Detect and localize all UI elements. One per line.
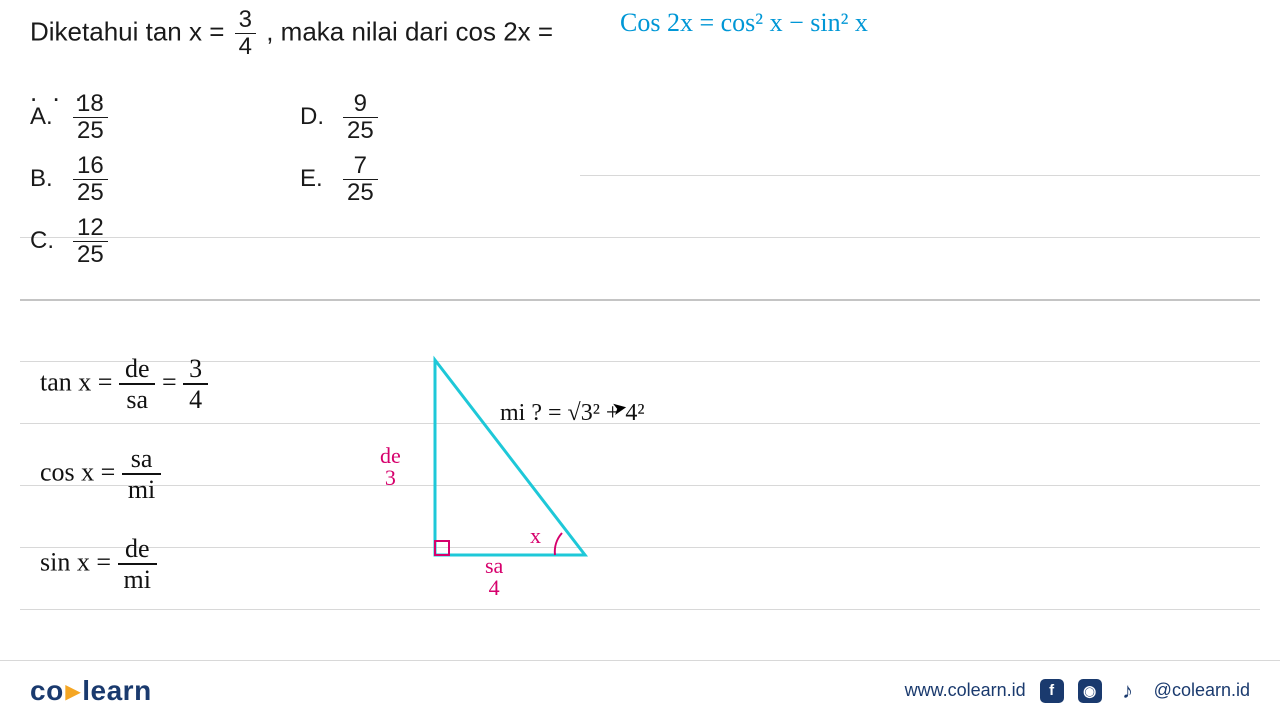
tan-frac2-num: 3 [183, 355, 208, 385]
facebook-icon: f [1040, 679, 1064, 703]
footer-url: www.colearn.id [905, 680, 1026, 701]
handwritten-formula-cos2x: Cos 2x = cos² x − sin² x [620, 8, 868, 38]
cos-num: sa [122, 445, 161, 475]
label-de: de 3 [380, 445, 401, 489]
right-angle-marker [435, 541, 449, 555]
cos-lhs: cos x = [40, 457, 115, 486]
cos-frac: sa mi [122, 445, 161, 504]
problem-statement: Diketahui tan x = 3 4 , maka nilai dari … [30, 8, 553, 108]
sin-num: de [118, 535, 157, 565]
colearn-logo: co▸learn [30, 674, 152, 707]
options-column-2: D.925 E.725 [300, 95, 381, 219]
sin-frac: de mi [118, 535, 157, 594]
cos-den: mi [122, 475, 161, 503]
tan-frac1-den: sa [119, 385, 156, 413]
answer-option[interactable]: B.1625 [30, 157, 111, 201]
footer: co▸learn www.colearn.id f ◉ ♪ @colearn.i… [0, 660, 1280, 720]
handwritten-cos: cos x = sa mi [40, 445, 161, 504]
problem-text-before: Diketahui tan x = [30, 16, 232, 46]
sin-den: mi [118, 565, 157, 593]
label-sa: sa 4 [485, 555, 503, 599]
triangle-shape [435, 360, 585, 555]
label-de-value: 3 [385, 465, 396, 490]
label-sa-value: 4 [489, 575, 500, 600]
tan-frac2-den: 4 [183, 385, 208, 413]
options-column-1: A.1825 B.1625 C.1225 [30, 95, 111, 281]
tiktok-icon: ♪ [1116, 679, 1140, 703]
tan-lhs: tan x = [40, 367, 112, 396]
answer-option[interactable]: A.1825 [30, 95, 111, 139]
right-triangle-diagram: de 3 sa 4 x [410, 355, 610, 605]
logo-accent-icon: ▸ [66, 675, 81, 706]
tan-frac-de-sa: de sa [119, 355, 156, 414]
logo-text-learn: learn [82, 675, 151, 706]
sin-lhs: sin x = [40, 547, 111, 576]
answer-option[interactable]: E.725 [300, 157, 381, 201]
footer-handle: @colearn.id [1154, 680, 1250, 701]
logo-text-co: co [30, 675, 64, 706]
instagram-icon: ◉ [1078, 679, 1102, 703]
label-angle-x: x [530, 523, 541, 549]
handwritten-sin: sin x = de mi [40, 535, 157, 594]
handwritten-tan: tan x = de sa = 3 4 [40, 355, 208, 414]
tan-frac1-num: de [119, 355, 156, 385]
tan-eq: = [162, 367, 177, 396]
angle-x-arc [555, 533, 562, 555]
triangle-svg [410, 355, 610, 585]
answer-option[interactable]: D.925 [300, 95, 381, 139]
problem-fraction: 3 4 [235, 8, 256, 59]
tan-frac-3-4: 3 4 [183, 355, 208, 414]
footer-right: www.colearn.id f ◉ ♪ @colearn.id [905, 679, 1250, 703]
frac-den: 4 [235, 34, 256, 59]
problem-text-after: , maka nilai dari cos 2x = [266, 16, 553, 46]
answer-option[interactable]: C.1225 [30, 219, 111, 263]
frac-num: 3 [235, 8, 256, 34]
